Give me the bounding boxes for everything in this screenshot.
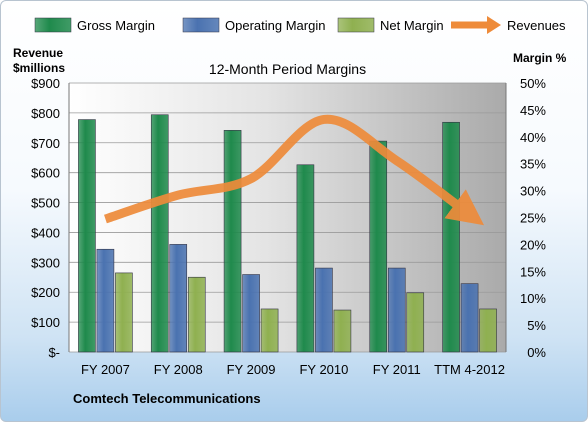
right-tick-label: 35% xyxy=(520,157,546,172)
x-tick-label: FY 2008 xyxy=(154,362,203,377)
left-tick-label: $800 xyxy=(31,106,60,121)
net-margin-bar xyxy=(260,308,279,353)
operating-margin-bar xyxy=(96,248,115,353)
operating-margin-bar xyxy=(387,267,406,353)
right-tick-label: 0% xyxy=(527,345,546,360)
operating-margin-bar xyxy=(315,267,333,353)
gross-margin-bar xyxy=(223,130,242,353)
net-margin-bar xyxy=(115,272,133,353)
net-margin-bar xyxy=(333,309,352,353)
right-tick-label: 50% xyxy=(520,76,546,91)
x-tick-label: FY 2011 xyxy=(373,362,421,377)
left-tick-label: $600 xyxy=(31,166,60,181)
legend-label: Operating Margin xyxy=(225,18,325,33)
gross-margin-bar xyxy=(442,121,460,353)
revenues-line xyxy=(104,114,485,226)
legend-net-margin-swatch xyxy=(337,17,375,33)
left-axis-title: Revenue xyxy=(13,46,63,60)
right-tick-label: 10% xyxy=(520,291,546,306)
legend-arrow-head xyxy=(487,16,501,34)
left-tick-label: $100 xyxy=(31,315,60,330)
x-tick-label: TTM 4-2012 xyxy=(434,362,505,377)
left-tick-label: $- xyxy=(48,345,60,360)
gross-margin-bar xyxy=(150,114,169,353)
operating-margin-bar xyxy=(169,244,188,353)
legend-label: Revenues xyxy=(507,18,566,33)
right-tick-label: 20% xyxy=(520,237,546,252)
x-tick-label: FY 2010 xyxy=(299,362,348,377)
right-tick-label: 40% xyxy=(520,130,546,145)
gross-margin-bar xyxy=(369,140,388,353)
left-tick-label: $200 xyxy=(31,285,60,300)
net-margin-bar xyxy=(187,276,206,353)
left-axis-title-units: $millions xyxy=(13,61,65,75)
chart-title: 12-Month Period Margins xyxy=(209,61,366,77)
left-tick-label: $400 xyxy=(31,225,60,240)
right-axis-title: Margin % xyxy=(513,51,567,65)
right-tick-label: 5% xyxy=(527,318,546,333)
plot-area xyxy=(69,83,506,352)
right-tick-label: 25% xyxy=(520,211,546,226)
legend-operating-margin-swatch xyxy=(182,17,220,33)
right-tick-label: 45% xyxy=(520,103,546,118)
right-tick-label: 30% xyxy=(520,184,546,199)
left-tick-label: $700 xyxy=(31,136,60,151)
operating-margin-bar xyxy=(460,283,479,353)
company-name: Comtech Telecommunications xyxy=(73,391,261,406)
legend-label: Net Margin xyxy=(380,18,444,33)
x-tick-label: FY 2009 xyxy=(227,362,276,377)
gross-margin-bar xyxy=(296,164,315,353)
right-tick-label: 15% xyxy=(520,264,546,279)
left-tick-label: $300 xyxy=(31,255,60,270)
operating-margin-bar xyxy=(242,274,260,353)
left-tick-label: $500 xyxy=(31,196,60,211)
gross-margin-bar xyxy=(78,119,96,353)
left-tick-label: $900 xyxy=(31,76,60,91)
legend-gross-margin-swatch xyxy=(34,17,72,33)
x-tick-label: FY 2007 xyxy=(81,362,130,377)
net-margin-bar xyxy=(479,308,497,353)
net-margin-bar xyxy=(406,292,425,353)
legend-revenues-arrow-icon xyxy=(451,16,501,34)
legend-label: Gross Margin xyxy=(77,18,155,33)
